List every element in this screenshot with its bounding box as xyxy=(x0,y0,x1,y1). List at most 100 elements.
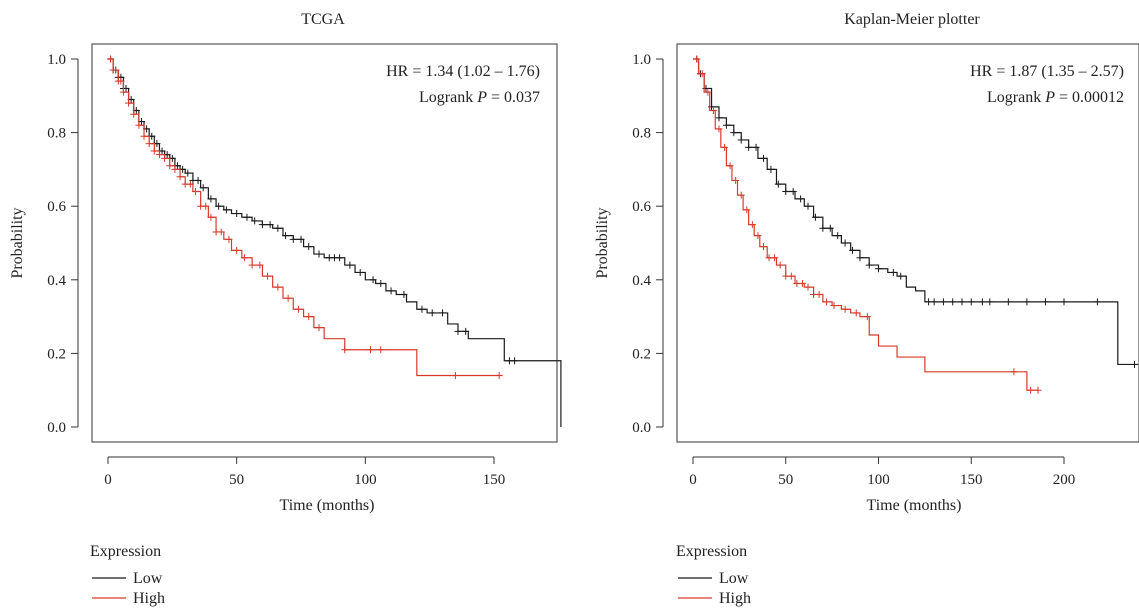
censor-mark-low xyxy=(804,202,812,210)
y-tick-label: 0.4 xyxy=(632,273,651,289)
censor-mark-low xyxy=(233,210,241,218)
censor-mark-high xyxy=(754,232,762,240)
censor-mark-high xyxy=(140,132,148,140)
censor-mark-low xyxy=(282,232,290,240)
legend-entry-high: High xyxy=(133,590,165,607)
censor-mark-high xyxy=(748,221,756,229)
censor-mark-high xyxy=(135,121,143,129)
censor-mark-high xyxy=(743,206,751,214)
censor-mark-high xyxy=(119,88,127,96)
censor-mark-low xyxy=(715,114,723,122)
logrank-label: Logrank P = 0.00012 xyxy=(987,89,1124,106)
censor-mark-low xyxy=(297,235,305,243)
x-tick-label: 0 xyxy=(689,472,697,488)
x-tick-label: 50 xyxy=(778,472,793,488)
censor-mark-high xyxy=(495,371,503,379)
censor-mark-high xyxy=(125,99,133,107)
x-tick-label: 0 xyxy=(104,472,112,488)
censor-mark-low xyxy=(336,254,344,262)
censor-mark-low xyxy=(958,298,966,306)
plot-frame xyxy=(91,43,558,443)
censor-mark-high xyxy=(841,305,849,313)
censor-mark-low xyxy=(1041,298,1049,306)
censor-mark-high xyxy=(852,309,860,317)
censor-mark-high xyxy=(815,291,823,299)
censor-mark-high xyxy=(145,140,153,148)
hazard-ratio-label: HR = 1.87 (1.35 – 2.57) xyxy=(970,63,1124,80)
legend-entry-low: Low xyxy=(719,570,749,587)
censor-mark-low xyxy=(258,221,266,229)
panel-kmplotter: Kaplan-Meier plotter 0 50 100 150 200 Time (… xyxy=(594,11,1139,607)
censor-mark-low xyxy=(439,309,447,317)
hazard-ratio-label: HR = 1.34 (1.02 – 1.76) xyxy=(386,63,540,80)
logrank-label: Logrank P = 0.037 xyxy=(419,89,540,106)
x-tick-label: 50 xyxy=(229,472,244,488)
censor-mark-high xyxy=(217,228,225,236)
censor-mark-high xyxy=(709,107,717,115)
x-tick-label: 100 xyxy=(867,472,890,488)
censor-mark-low xyxy=(939,298,947,306)
censor-mark-high xyxy=(721,143,729,151)
legend-title: Expression xyxy=(676,543,747,560)
censor-mark-high xyxy=(130,110,138,118)
x-tick-label: 200 xyxy=(1053,472,1076,488)
censor-mark-high xyxy=(776,261,784,269)
censor-mark-low xyxy=(856,254,864,262)
censor-mark-high xyxy=(804,283,812,291)
censor-mark-low xyxy=(346,261,354,269)
censor-mark-low xyxy=(930,298,938,306)
censor-mark-low xyxy=(752,143,760,151)
plot-area xyxy=(693,55,1139,394)
censor-mark-low xyxy=(819,224,827,232)
plot-frame xyxy=(676,43,1139,443)
censor-mark-high xyxy=(161,154,169,162)
x-axis: 0 50 100 150 200 Time (months) xyxy=(689,456,1076,514)
censor-mark-high xyxy=(112,66,120,74)
censor-mark-low xyxy=(1130,360,1138,368)
y-ticks: 0.0 0.2 0.4 0.6 0.8 1.0 xyxy=(47,52,78,436)
y-tick-label: 1.0 xyxy=(632,52,651,68)
censor-mark-low xyxy=(243,213,251,221)
y-axis: 0.0 0.2 0.4 0.6 0.8 1.0 Probability xyxy=(594,52,664,436)
legend: Expression Low High xyxy=(676,543,751,607)
censor-mark-high xyxy=(759,243,767,251)
censor-mark-high xyxy=(150,147,158,155)
censor-mark-high xyxy=(823,298,831,306)
censor-mark-high xyxy=(341,346,349,354)
censor-mark-high xyxy=(771,254,779,262)
x-ticks: 0 50 100 150 xyxy=(104,457,505,488)
censor-mark-high xyxy=(1027,386,1035,394)
survival-curve-low xyxy=(108,58,562,427)
censor-mark-low xyxy=(1060,298,1068,306)
censor-mark-low xyxy=(875,265,882,273)
censor-mark-high xyxy=(107,55,115,63)
censor-mark-low xyxy=(418,305,426,313)
censor-mark-low xyxy=(400,291,408,299)
censor-mark-low xyxy=(274,224,282,232)
censor-mark-high xyxy=(863,313,871,321)
censor-mark-low xyxy=(849,246,857,254)
censor-mark-high xyxy=(186,180,194,188)
x-tick-label: 150 xyxy=(483,472,506,488)
censor-mark-low xyxy=(377,279,385,287)
y-tick-label: 0.6 xyxy=(632,199,651,215)
censor-mark-low xyxy=(889,268,897,276)
panel-title: TCGA xyxy=(301,11,345,28)
censor-mark-high xyxy=(737,191,745,199)
censor-mark-high xyxy=(176,173,184,181)
censor-mark-low xyxy=(356,268,364,276)
censor-mark-low xyxy=(222,206,230,214)
censor-mark-high xyxy=(1034,386,1042,394)
censor-mark-low xyxy=(184,169,192,177)
y-tick-label: 0.2 xyxy=(47,346,66,362)
y-tick-label: 0.4 xyxy=(47,273,66,289)
y-tick-label: 0.0 xyxy=(47,420,66,436)
censor-mark-high xyxy=(155,151,163,159)
x-axis-label: Time (months) xyxy=(280,497,375,514)
censor-mark-low xyxy=(789,187,797,195)
censor-mark-high xyxy=(315,324,323,332)
survival-curve-high xyxy=(108,58,502,377)
censor-mark-low xyxy=(387,287,395,295)
censor-mark-low xyxy=(289,235,297,243)
censor-mark-high xyxy=(274,283,282,291)
